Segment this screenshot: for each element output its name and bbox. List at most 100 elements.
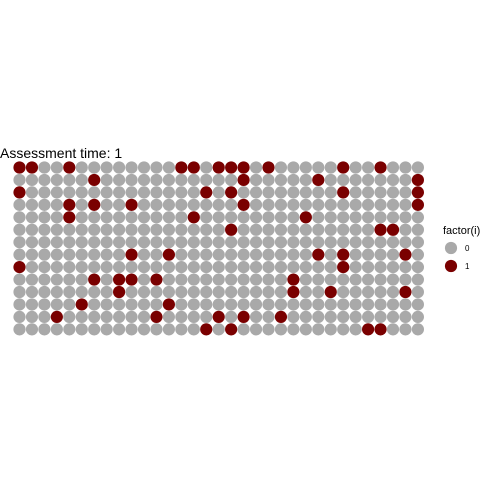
waffle-dot-0 — [162, 223, 175, 236]
waffle-dot-0 — [337, 285, 350, 299]
waffle-dot-0 — [113, 223, 126, 236]
waffle-dot-0 — [212, 223, 225, 236]
waffle-dot-0 — [38, 236, 51, 249]
waffle-dot-0 — [100, 161, 113, 174]
waffle-dot-0 — [399, 323, 412, 336]
waffle-dot-0 — [187, 323, 200, 336]
waffle-dot-0 — [212, 261, 225, 274]
waffle-dot-0 — [113, 198, 126, 211]
waffle-dot-0 — [13, 323, 26, 336]
waffle-dot-0 — [337, 323, 350, 336]
waffle-dot-0 — [38, 273, 51, 286]
waffle-dot-0 — [150, 248, 163, 261]
waffle-dot-0 — [237, 236, 250, 249]
waffle-dot-0 — [299, 323, 312, 336]
waffle-dot-0 — [25, 273, 39, 286]
waffle-dot-0 — [262, 223, 275, 236]
waffle-dot-0 — [399, 186, 412, 199]
waffle-dot-0 — [362, 198, 375, 211]
waffle-dot-0 — [25, 223, 39, 236]
waffle-dot-1 — [212, 310, 225, 323]
waffle-dot-0 — [362, 211, 375, 224]
waffle-dot-1 — [113, 285, 126, 299]
waffle-dot-0 — [225, 211, 238, 224]
waffle-dot-1 — [63, 198, 76, 211]
waffle-dot-0 — [411, 273, 424, 286]
waffle-dot-1 — [150, 273, 163, 286]
waffle-dot-1 — [274, 310, 288, 323]
waffle-dot-0 — [249, 223, 263, 236]
waffle-dot-0 — [13, 198, 26, 211]
waffle-dot-0 — [399, 298, 412, 311]
waffle-dot-0 — [324, 211, 337, 224]
waffle-dot-0 — [249, 186, 263, 199]
waffle-dot-0 — [38, 223, 51, 236]
waffle-dot-0 — [38, 310, 51, 323]
waffle-dot-0 — [100, 173, 113, 187]
waffle-dot-0 — [13, 223, 26, 236]
waffle-dot-0 — [50, 211, 63, 224]
waffle-dot-0 — [299, 186, 312, 199]
waffle-dot-0 — [349, 285, 362, 299]
waffle-dot-0 — [200, 236, 213, 249]
waffle-dot-0 — [274, 198, 288, 211]
waffle-dot-1 — [337, 248, 350, 261]
waffle-dot-1 — [225, 186, 238, 199]
waffle-dot-0 — [200, 211, 213, 224]
waffle-dot-1 — [125, 198, 138, 211]
waffle-dot-0 — [13, 173, 26, 187]
waffle-dot-0 — [262, 310, 275, 323]
waffle-dot-1 — [200, 186, 213, 199]
waffle-dot-0 — [25, 236, 39, 249]
waffle-dot-0 — [162, 273, 175, 286]
waffle-dot-0 — [162, 323, 175, 336]
waffle-dot-0 — [386, 323, 400, 336]
waffle-dot-0 — [200, 273, 213, 286]
waffle-dot-0 — [100, 323, 113, 336]
waffle-dot-0 — [362, 223, 375, 236]
waffle-dot-0 — [175, 298, 188, 311]
waffle-dot-0 — [187, 186, 200, 199]
waffle-dot-0 — [274, 161, 288, 174]
waffle-dot-0 — [125, 173, 138, 187]
waffle-dot-0 — [63, 310, 76, 323]
waffle-dot-0 — [399, 236, 412, 249]
waffle-dot-0 — [299, 310, 312, 323]
waffle-dot-0 — [175, 273, 188, 286]
waffle-dot-0 — [374, 248, 387, 261]
waffle-dot-0 — [50, 273, 63, 286]
waffle-dot-0 — [324, 261, 337, 274]
waffle-dot-0 — [63, 285, 76, 299]
waffle-dot-0 — [38, 248, 51, 261]
waffle-dot-0 — [249, 310, 263, 323]
waffle-dot-0 — [25, 173, 39, 187]
waffle-dot-0 — [137, 261, 151, 274]
waffle-dot-1 — [337, 186, 350, 199]
waffle-dot-0 — [50, 198, 63, 211]
waffle-dot-0 — [125, 186, 138, 199]
waffle-dot-0 — [249, 236, 263, 249]
waffle-dot-0 — [75, 223, 88, 236]
waffle-dot-0 — [225, 236, 238, 249]
waffle-dot-1 — [312, 173, 325, 187]
waffle-dot-0 — [374, 298, 387, 311]
waffle-dot-1 — [162, 248, 175, 261]
waffle-dot-0 — [312, 223, 325, 236]
waffle-dot-0 — [324, 236, 337, 249]
waffle-dot-0 — [386, 310, 400, 323]
waffle-dot-0 — [386, 261, 400, 274]
waffle-dot-0 — [324, 173, 337, 187]
waffle-dot-0 — [374, 198, 387, 211]
waffle-dot-0 — [175, 285, 188, 299]
waffle-dot-0 — [262, 261, 275, 274]
waffle-dot-0 — [399, 198, 412, 211]
waffle-dot-0 — [75, 323, 88, 336]
waffle-dot-0 — [137, 323, 151, 336]
waffle-dot-0 — [274, 186, 288, 199]
waffle-dot-0 — [337, 223, 350, 236]
waffle-dot-0 — [175, 261, 188, 274]
waffle-dot-0 — [237, 298, 250, 311]
waffle-dot-0 — [150, 161, 163, 174]
waffle-dot-0 — [137, 161, 151, 174]
waffle-dot-0 — [337, 211, 350, 224]
